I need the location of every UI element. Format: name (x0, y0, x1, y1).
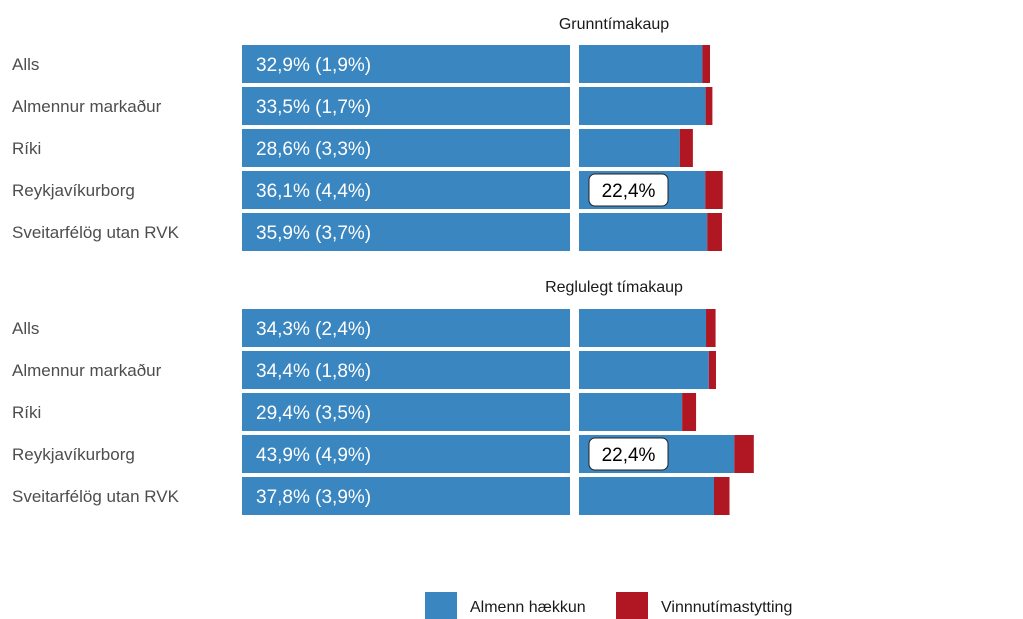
bar-working-hours-reduction (705, 87, 713, 125)
bar-general-increase (579, 351, 709, 389)
bar-value-label: 34,4% (1,8%) (256, 361, 371, 382)
bar-working-hours-reduction (682, 393, 697, 431)
category-label: Almennur markaður (12, 361, 162, 380)
category-label: Alls (12, 319, 39, 338)
label-bar (242, 213, 570, 251)
bar-working-hours-reduction (707, 213, 722, 251)
legend-swatch (616, 592, 648, 619)
legend-label: Almenn hækkun (470, 599, 586, 616)
bar-general-increase (579, 393, 683, 431)
bar-general-increase (579, 213, 708, 251)
category-label: Sveitarfélög utan RVK (12, 223, 180, 242)
category-label: Ríki (12, 139, 41, 158)
reference-label: 22,4% (602, 181, 656, 202)
bar-general-increase (579, 309, 707, 347)
panel-grunntimakaup: Grunntímakaup Alls 32,9% (1,9%) Almennur ma… (12, 16, 723, 251)
legend: Almenn hækkun Vinnnutímastytting (425, 592, 792, 619)
category-label: Ríki (12, 403, 41, 422)
bar-general-increase (579, 87, 706, 125)
label-bar (242, 351, 570, 389)
bar-value-label: 28,6% (3,3%) (256, 139, 371, 160)
label-bar (242, 477, 570, 515)
bar-general-increase (579, 477, 714, 515)
label-bar (242, 171, 570, 209)
bar-value-label: 33,5% (1,7%) (256, 97, 371, 118)
category-label: Reykjavíkurborg (12, 445, 135, 464)
bar-working-hours-reduction (706, 309, 716, 347)
label-bar (242, 45, 570, 83)
label-bar (242, 435, 570, 473)
bar-working-hours-reduction (708, 351, 716, 389)
bar-value-label: 36,1% (4,4%) (256, 181, 371, 202)
label-bar (242, 393, 570, 431)
reference-label-box (588, 437, 669, 471)
bar-working-hours-reduction (713, 477, 730, 515)
bar-value-label: 35,9% (3,7%) (256, 223, 371, 244)
category-label: Reykjavíkurborg (12, 181, 135, 200)
bar-working-hours-reduction (679, 129, 693, 167)
bar-general-increase (579, 129, 680, 167)
panel-title: Reglulegt tímakaup (545, 279, 683, 296)
category-label: Almennur markaður (12, 97, 162, 116)
bar-general-increase (579, 45, 703, 83)
bar-value-label: 29,4% (3,5%) (256, 403, 371, 424)
bar-working-hours-reduction (705, 171, 723, 209)
bar-working-hours-reduction (734, 435, 754, 473)
bar-value-label: 34,3% (2,4%) (256, 319, 371, 340)
legend-label: Vinnnutímastytting (661, 599, 792, 616)
bar-value-label: 37,8% (3,9%) (256, 487, 371, 508)
panel-reglulegt-timakaup: Reglulegt tímakaup Alls 34,3% (2,4%) Almenn… (12, 279, 754, 515)
reference-label-box (588, 173, 669, 207)
label-bar (242, 87, 570, 125)
bar-value-label: 43,9% (4,9%) (256, 445, 371, 466)
bar-working-hours-reduction (702, 45, 711, 83)
bar-value-label: 32,9% (1,9%) (256, 55, 371, 76)
panel-title: Grunntímakaup (559, 16, 669, 33)
legend-swatch (425, 592, 457, 619)
category-label: Sveitarfélög utan RVK (12, 487, 180, 506)
label-bar (242, 129, 570, 167)
category-label: Alls (12, 55, 39, 74)
label-bar (242, 309, 570, 347)
reference-label: 22,4% (602, 445, 656, 466)
